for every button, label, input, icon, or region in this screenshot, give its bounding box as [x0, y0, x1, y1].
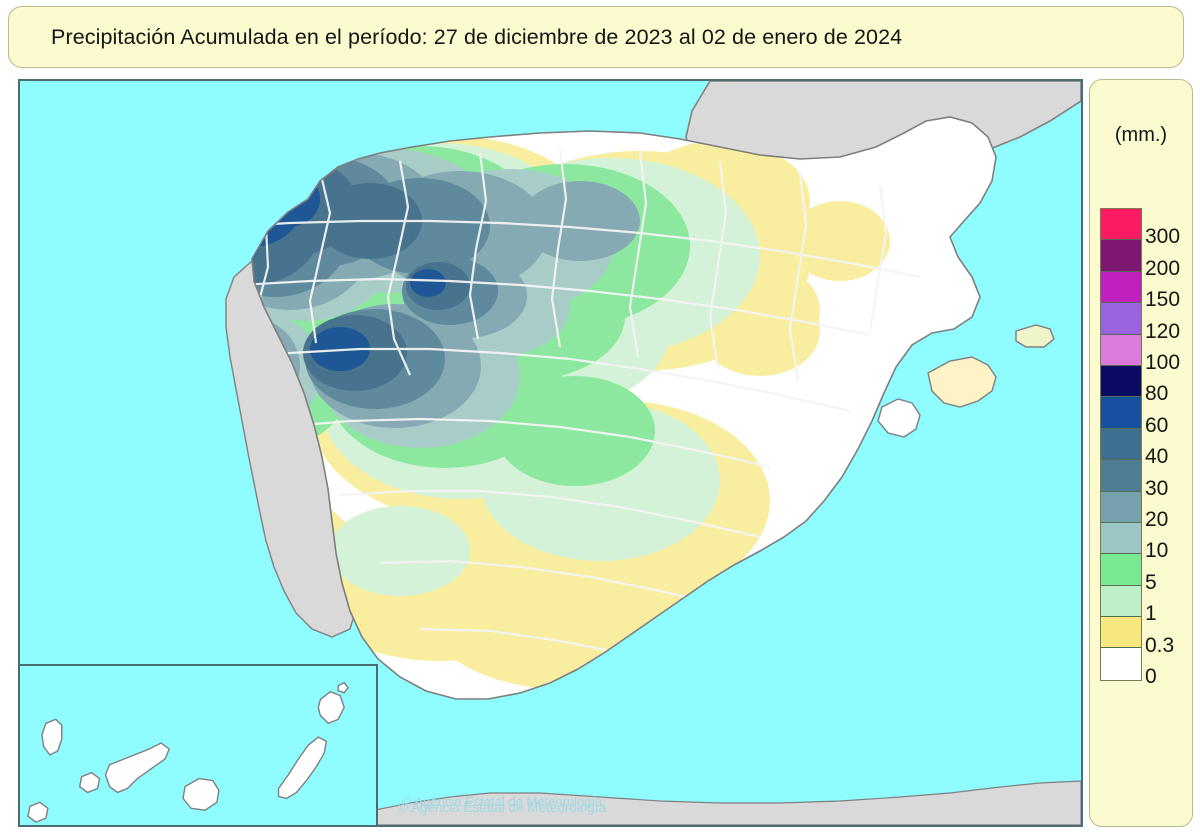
canary-island-shapes	[27, 681, 350, 823]
balearic-islands	[877, 324, 1055, 438]
legend-label-5: 5	[1145, 570, 1157, 594]
copyright-text: © Agencia Estatal de Meteorología	[402, 794, 603, 809]
legend-swatch-60	[1101, 397, 1141, 429]
legend-swatch-20	[1101, 491, 1141, 523]
menorca-island	[1015, 324, 1055, 348]
legend-swatch-100	[1101, 334, 1141, 366]
precipitation-map: © Agencia Estatal de Meteorología	[18, 79, 1083, 827]
legend-swatch-0	[1101, 648, 1141, 680]
legend-panel: (mm.) 300 200 150 120 100 80 60 40 30 20 10 5 1 0.3 0	[1089, 79, 1193, 827]
legend-color-scale	[1100, 208, 1142, 681]
legend-swatch-1	[1101, 585, 1141, 618]
ibiza-island	[877, 398, 921, 438]
legend-swatch-150	[1101, 271, 1141, 304]
fuerteventura-island	[277, 736, 328, 800]
legend-label-0.3: 0.3	[1145, 633, 1175, 657]
legend-label-60: 60	[1145, 413, 1169, 437]
legend-label-30: 30	[1145, 476, 1169, 500]
legend-swatch-120	[1101, 303, 1141, 335]
legend-units-label: (mm.)	[1114, 124, 1168, 146]
page-title: Precipitación Acumulada en el período: 2…	[51, 24, 903, 49]
legend-label-10: 10	[1145, 539, 1169, 563]
legend-label-150: 150	[1145, 288, 1181, 312]
legend-label-40: 40	[1145, 445, 1169, 469]
canary-islands-inset	[20, 664, 378, 825]
legend-swatch-0.3	[1101, 617, 1141, 649]
legend-swatch-10	[1101, 522, 1141, 555]
canary-canvas	[20, 666, 376, 825]
gran-canaria-island	[182, 777, 220, 811]
lanzarote-island	[317, 690, 345, 725]
iberia-outline	[251, 116, 997, 700]
tenerife-island	[104, 742, 171, 794]
la-palma-island	[41, 718, 63, 756]
legend-label-100: 100	[1145, 351, 1181, 374]
legend-swatch-200	[1101, 240, 1141, 272]
legend-swatch-5	[1101, 554, 1141, 586]
la-graciosa-island	[337, 681, 350, 694]
legend-swatch-40	[1101, 428, 1141, 461]
legend-swatch-30	[1101, 460, 1141, 492]
legend-label-80: 80	[1145, 382, 1169, 406]
legend-label-20: 20	[1145, 508, 1169, 531]
legend-label-1: 1	[1145, 602, 1157, 626]
map-canvas: © Agencia Estatal de Meteorología	[20, 81, 1081, 825]
legend-label-300: 300	[1145, 225, 1181, 249]
legend-label-200: 200	[1145, 256, 1181, 280]
legend-label-0: 0	[1145, 665, 1157, 688]
title-bar: Precipitación Acumulada en el período: 2…	[8, 6, 1184, 68]
mallorca-island	[927, 356, 997, 408]
morocco-landmass	[319, 780, 1081, 825]
el-hierro-island	[27, 801, 49, 823]
province-borders	[252, 148, 921, 657]
legend-label-120: 120	[1145, 319, 1181, 343]
la-gomera-island	[78, 771, 101, 794]
legend-swatch-80	[1101, 365, 1141, 398]
copyright-label: © Agencia Estatal de Meteorología	[398, 800, 607, 815]
legend-swatch-300	[1101, 209, 1141, 241]
